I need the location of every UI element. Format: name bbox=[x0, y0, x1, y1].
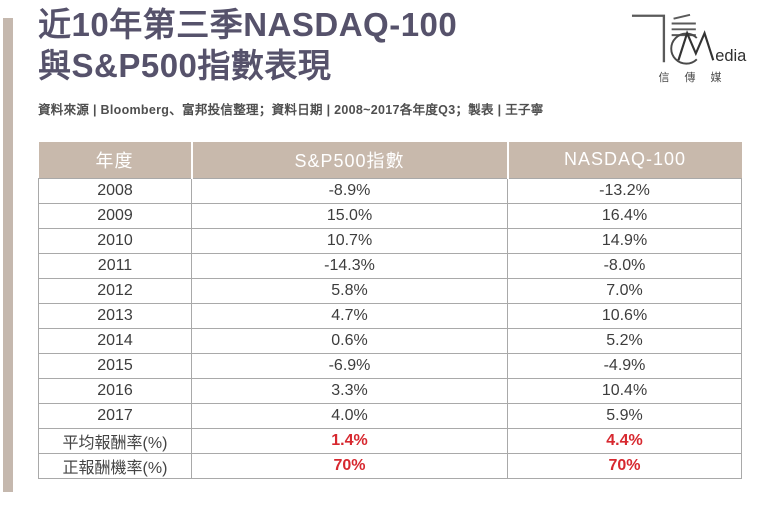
table-row: 2010 10.7% 14.9% bbox=[38, 227, 742, 254]
year-cell: 2012 bbox=[38, 277, 192, 304]
sp500-cell: -8.9% bbox=[191, 177, 508, 204]
cmedia-logo-icon: edia bbox=[631, 13, 747, 65]
table-row: 2012 5.8% 7.0% bbox=[38, 277, 742, 304]
nasdaq-cell: 5.2% bbox=[507, 327, 742, 354]
sp500-cell: 5.8% bbox=[191, 277, 508, 304]
year-cell: 2016 bbox=[38, 377, 192, 404]
year-cell: 2014 bbox=[38, 327, 192, 354]
sp500-cell: 4.7% bbox=[191, 302, 508, 329]
nasdaq-cell: 16.4% bbox=[507, 202, 742, 229]
summary-row-positive-probability: 正報酬機率(%) 70% 70% bbox=[38, 452, 742, 479]
sp500-cell: 10.7% bbox=[191, 227, 508, 254]
year-cell: 2013 bbox=[38, 302, 192, 329]
page-title-line2: 與S&P500指數表現 bbox=[38, 47, 332, 84]
table-row: 2017 4.0% 5.9% bbox=[38, 402, 742, 429]
nasdaq-cell: 10.6% bbox=[507, 302, 742, 329]
svg-text:edia: edia bbox=[715, 47, 747, 65]
nasdaq-cell: -8.0% bbox=[507, 252, 742, 279]
sp500-cell: 4.0% bbox=[191, 402, 508, 429]
table-row: 2014 0.6% 5.2% bbox=[38, 327, 742, 354]
year-cell: 2015 bbox=[38, 352, 192, 379]
sp500-cell: -14.3% bbox=[191, 252, 508, 279]
sp500-cell: 3.3% bbox=[191, 377, 508, 404]
table-row: 2016 3.3% 10.4% bbox=[38, 377, 742, 404]
year-cell: 2008 bbox=[38, 177, 192, 204]
summary-label: 平均報酬率(%) bbox=[38, 427, 192, 454]
column-header-sp500: S&P500指數 bbox=[190, 142, 508, 178]
year-cell: 2010 bbox=[38, 227, 192, 254]
nasdaq-cell: 7.0% bbox=[507, 277, 742, 304]
summary-row-average-return: 平均報酬率(%) 1.4% 4.4% bbox=[38, 427, 742, 454]
table-row: 2013 4.7% 10.6% bbox=[38, 302, 742, 329]
cmedia-logo-chinese: 信 傳 媒 bbox=[658, 72, 724, 84]
summary-label: 正報酬機率(%) bbox=[38, 452, 192, 479]
nasdaq-cell: 10.4% bbox=[507, 377, 742, 404]
sp500-cell: 0.6% bbox=[191, 327, 508, 354]
summary-sp500-value: 70% bbox=[191, 452, 508, 479]
year-cell: 2009 bbox=[38, 202, 192, 229]
sp500-cell: -6.9% bbox=[191, 352, 508, 379]
nasdaq-cell: 5.9% bbox=[507, 402, 742, 429]
page-title: 近10年第三季NASDAQ-100 與S&P500指數表現 bbox=[38, 4, 457, 86]
nasdaq-cell: 14.9% bbox=[507, 227, 742, 254]
summary-nasdaq-value: 4.4% bbox=[507, 427, 742, 454]
left-accent-bar bbox=[3, 18, 13, 492]
table-row: 2011 -14.3% -8.0% bbox=[38, 252, 742, 279]
summary-nasdaq-value: 70% bbox=[507, 452, 742, 479]
table-row: 2009 15.0% 16.4% bbox=[38, 202, 742, 229]
year-cell: 2017 bbox=[38, 402, 192, 429]
summary-sp500-value: 1.4% bbox=[191, 427, 508, 454]
cmedia-logo: edia 信 傳 媒 bbox=[628, 8, 754, 85]
table-row: 2008 -8.9% -13.2% bbox=[38, 177, 742, 204]
page-title-line1: 近10年第三季NASDAQ-100 bbox=[38, 6, 458, 43]
sp500-cell: 15.0% bbox=[191, 202, 508, 229]
column-header-nasdaq: NASDAQ-100 bbox=[506, 142, 742, 178]
column-header-year: 年度 bbox=[38, 142, 192, 178]
source-caption: 資料來源 | Bloomberg、富邦投信整理；資料日期 | 2008~2017… bbox=[38, 103, 544, 117]
table-row: 2015 -6.9% -4.9% bbox=[38, 352, 742, 379]
nasdaq-cell: -4.9% bbox=[507, 352, 742, 379]
table-header-row: 年度 S&P500指數 NASDAQ-100 bbox=[38, 142, 742, 178]
year-cell: 2011 bbox=[38, 252, 192, 279]
performance-table: 年度 S&P500指數 NASDAQ-100 2008 -8.9% -13.2% 2… bbox=[38, 142, 742, 479]
nasdaq-cell: -13.2% bbox=[507, 177, 742, 204]
